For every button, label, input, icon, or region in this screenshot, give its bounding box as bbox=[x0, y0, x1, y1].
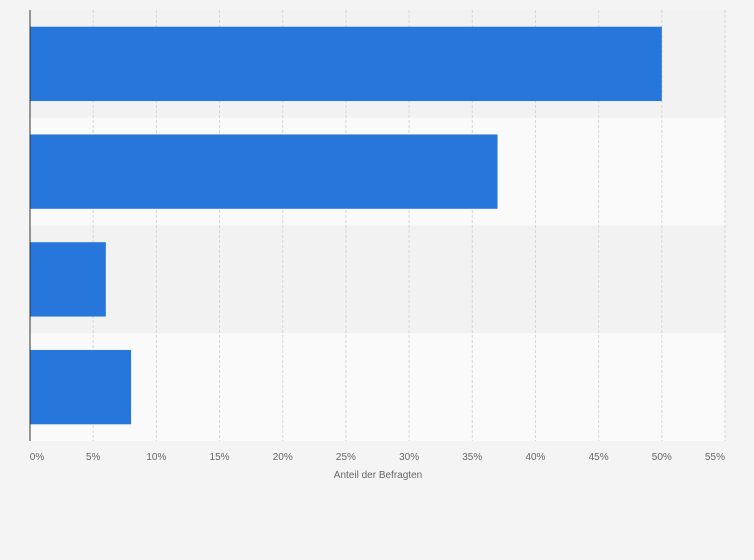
bar bbox=[30, 26, 662, 102]
x-tick-label: 55% bbox=[705, 452, 725, 463]
x-tick-label: 5% bbox=[86, 452, 101, 463]
x-tick-labels: 0% 5% 10% 15% 20% 25% 30% 35% 40% 45% 50% 55% bbox=[30, 452, 725, 463]
bar bbox=[30, 242, 106, 317]
x-tick-label: 20% bbox=[273, 452, 293, 463]
x-tick-label: 25% bbox=[336, 452, 356, 463]
bar bbox=[30, 134, 498, 209]
x-tick-label: 40% bbox=[525, 452, 545, 463]
x-tick-label: 45% bbox=[589, 452, 609, 463]
x-tick-label: 35% bbox=[462, 452, 482, 463]
bars bbox=[30, 26, 662, 425]
x-tick-label: 30% bbox=[399, 452, 419, 463]
bar bbox=[30, 349, 132, 425]
x-axis-title: Anteil der Befragten bbox=[334, 470, 422, 481]
row-band bbox=[30, 225, 725, 334]
x-tick-label: 0% bbox=[30, 452, 45, 463]
x-tick-label: 10% bbox=[146, 452, 166, 463]
x-tick-label: 50% bbox=[652, 452, 672, 463]
row-band bbox=[30, 333, 725, 441]
x-tick-label: 15% bbox=[210, 452, 230, 463]
